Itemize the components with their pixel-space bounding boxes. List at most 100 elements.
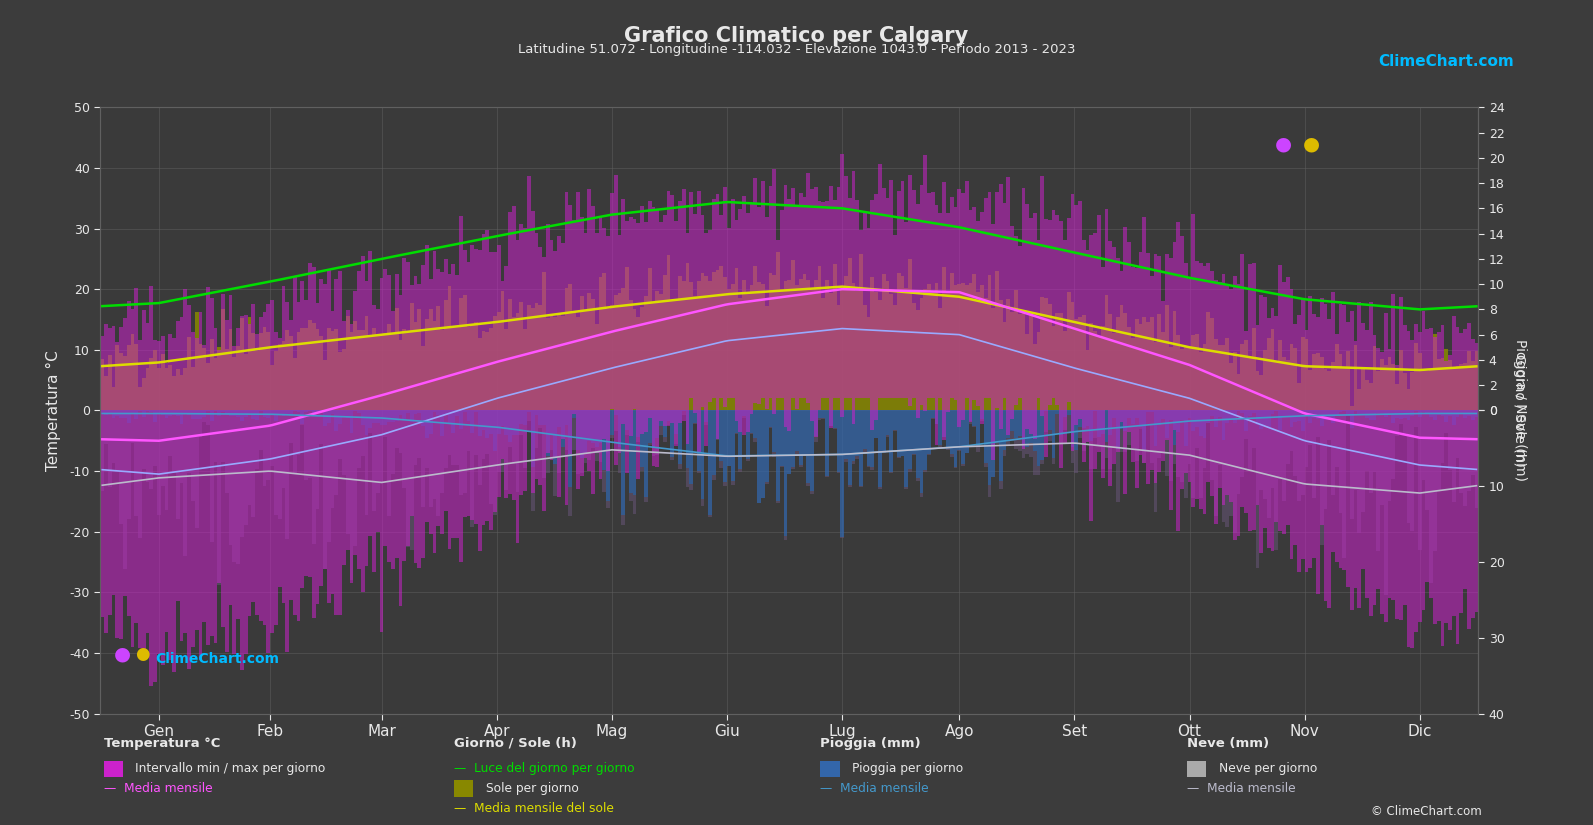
- Bar: [191, 411, 194, 418]
- Bar: [535, 411, 538, 416]
- Bar: [828, 186, 833, 427]
- Bar: [1252, 411, 1255, 412]
- Bar: [274, 351, 277, 411]
- Bar: [492, 411, 497, 450]
- Bar: [696, 411, 701, 471]
- Bar: [115, 416, 119, 472]
- Bar: [1184, 446, 1188, 498]
- Bar: [1093, 411, 1098, 438]
- Bar: [1217, 417, 1222, 465]
- Bar: [241, 318, 244, 411]
- Bar: [984, 464, 988, 467]
- Bar: [817, 411, 822, 418]
- Bar: [1421, 412, 1426, 479]
- Bar: [693, 295, 696, 411]
- Bar: [863, 411, 867, 450]
- Bar: [247, 317, 252, 411]
- Bar: [1128, 327, 1131, 411]
- Bar: [618, 411, 621, 447]
- Bar: [500, 427, 505, 472]
- Bar: [1459, 364, 1464, 411]
- Bar: [1368, 411, 1373, 421]
- Bar: [1346, 322, 1349, 587]
- Bar: [1086, 350, 1090, 411]
- Bar: [655, 438, 660, 455]
- Bar: [811, 491, 814, 494]
- Bar: [414, 411, 417, 414]
- Bar: [1274, 411, 1278, 550]
- Bar: [787, 199, 792, 431]
- Bar: [1037, 466, 1040, 475]
- Bar: [674, 411, 679, 434]
- Bar: [1192, 335, 1195, 411]
- Bar: [941, 182, 946, 440]
- Bar: [558, 236, 561, 497]
- Bar: [1301, 298, 1305, 559]
- Bar: [527, 305, 530, 411]
- Bar: [1086, 250, 1090, 442]
- Bar: [591, 411, 594, 443]
- Bar: [679, 276, 682, 411]
- Bar: [180, 317, 183, 641]
- Bar: [164, 411, 169, 417]
- Bar: [1032, 213, 1037, 439]
- Bar: [1078, 201, 1082, 418]
- Bar: [1376, 413, 1380, 551]
- Bar: [1244, 341, 1247, 411]
- Bar: [1018, 314, 1021, 411]
- Bar: [205, 287, 210, 645]
- Bar: [213, 411, 217, 462]
- Bar: [221, 411, 225, 412]
- Bar: [1305, 339, 1308, 411]
- Bar: [1164, 411, 1169, 438]
- Bar: [859, 254, 863, 411]
- Bar: [229, 416, 233, 545]
- Bar: [523, 411, 527, 425]
- Bar: [346, 411, 349, 418]
- Bar: [988, 485, 991, 497]
- Bar: [1391, 295, 1395, 600]
- Bar: [1391, 423, 1395, 479]
- Bar: [723, 482, 726, 486]
- Bar: [1192, 431, 1195, 497]
- Bar: [660, 295, 663, 411]
- Bar: [1101, 326, 1104, 411]
- Bar: [1445, 349, 1448, 411]
- Bar: [679, 411, 682, 464]
- Bar: [202, 348, 205, 411]
- Bar: [655, 210, 660, 467]
- Bar: [282, 285, 285, 602]
- Bar: [139, 387, 142, 411]
- Bar: [456, 275, 459, 538]
- Bar: [949, 411, 954, 454]
- Bar: [1349, 406, 1354, 411]
- Bar: [905, 487, 908, 488]
- Bar: [637, 224, 640, 478]
- Bar: [640, 411, 644, 468]
- Bar: [530, 467, 535, 512]
- Bar: [1029, 411, 1032, 443]
- Bar: [572, 220, 577, 413]
- Bar: [282, 411, 285, 416]
- Bar: [542, 271, 546, 411]
- Bar: [277, 411, 282, 415]
- Bar: [1448, 416, 1451, 470]
- Bar: [229, 329, 233, 411]
- Bar: [1308, 370, 1313, 411]
- Bar: [100, 411, 104, 414]
- Bar: [583, 411, 588, 454]
- Bar: [833, 411, 836, 428]
- Bar: [1354, 346, 1357, 411]
- Bar: [1475, 351, 1478, 411]
- Bar: [855, 200, 859, 398]
- Bar: [1410, 416, 1415, 530]
- Bar: [1362, 369, 1365, 411]
- Bar: [252, 419, 255, 517]
- Bar: [599, 217, 602, 478]
- Bar: [1445, 361, 1448, 623]
- Bar: [607, 309, 610, 411]
- Bar: [511, 411, 516, 435]
- Bar: [1203, 411, 1206, 438]
- Bar: [682, 411, 685, 415]
- Bar: [1241, 343, 1244, 411]
